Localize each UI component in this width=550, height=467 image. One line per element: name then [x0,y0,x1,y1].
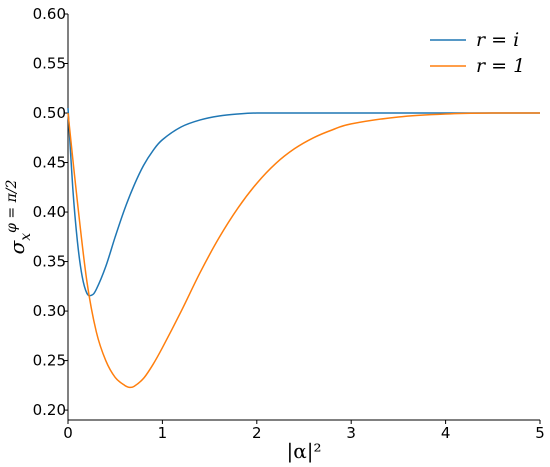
y-tick-label: 0.30 [33,302,66,320]
y-tick-label: 0.55 [33,55,66,73]
x-tick-label: 5 [535,424,545,442]
x-axis-label: |α|² [287,439,322,464]
axes [67,14,540,421]
x-tick-label: 4 [441,424,451,442]
legend-label: r = 1 [476,55,525,77]
y-tick-label: 0.60 [33,5,66,23]
legend-label: r = i [476,29,519,51]
series-layer [67,108,541,389]
legend: r = i r = 1 [430,29,525,77]
y-tick-label: 0.45 [33,154,66,172]
y-tick-label: 0.25 [33,352,66,370]
x-tick-label: 2 [252,424,262,442]
y-axis-label: σxφ = π/2 [4,180,34,255]
x-tick-label: 3 [346,424,356,442]
y-tick-label: 0.35 [33,253,66,271]
y-tick-label: 0.40 [33,203,66,221]
x-ticks: 0 1 2 3 4 5 [63,420,545,442]
series-line-r-i [67,108,540,297]
x-tick-label: 1 [158,424,168,442]
y-ticks: 0.20 0.25 0.30 0.35 0.40 0.45 0.50 0.55 0.60 [33,5,68,419]
y-tick-label: 0.20 [33,401,66,419]
series-line-r-1 [67,112,541,389]
y-tick-label: 0.50 [33,104,66,122]
x-tick-label: 0 [63,424,73,442]
